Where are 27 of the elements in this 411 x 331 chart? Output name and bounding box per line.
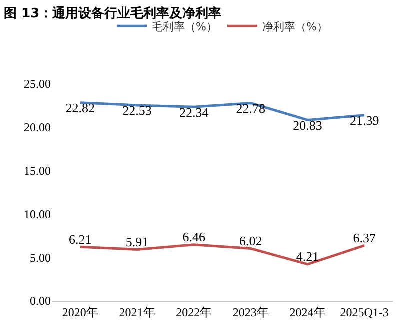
y-tick-label: 5.00 — [30, 250, 51, 265]
legend-label: 净利率（%） — [262, 20, 328, 34]
y-tick-label: 0.00 — [30, 294, 51, 308]
data-label: 20.83 — [293, 118, 322, 133]
x-tick-label: 2020年 — [62, 305, 98, 320]
data-label: 22.34 — [179, 104, 210, 120]
legend-label: 毛利率（%） — [152, 20, 218, 34]
data-label: 6.21 — [69, 232, 92, 247]
y-tick-label: 10.00 — [24, 207, 51, 222]
x-tick-label: 2025Q1-3 — [340, 305, 389, 320]
data-label: 22.82 — [66, 100, 96, 116]
data-label: 6.46 — [182, 230, 206, 245]
y-tick-label: 15.00 — [24, 164, 51, 178]
data-label: 4.21 — [296, 249, 320, 264]
x-tick-label: 2023年 — [232, 305, 269, 320]
data-label: 6.02 — [240, 234, 262, 248]
chart-title: 图 13：通用设备行业毛利率及净利率 — [4, 5, 222, 22]
data-label: 22.78 — [236, 101, 266, 116]
x-tick-label: 2022年 — [176, 305, 212, 320]
data-label: 6.37 — [353, 230, 376, 246]
data-label: 5.91 — [126, 234, 149, 250]
x-tick-label: 2024年 — [290, 305, 326, 320]
data-label: 21.39 — [350, 113, 380, 128]
x-tick-label: 2021年 — [119, 305, 156, 320]
y-tick-label: 20.00 — [24, 120, 51, 135]
y-tick-label: 25.00 — [24, 77, 51, 92]
data-label: 22.53 — [122, 103, 152, 118]
